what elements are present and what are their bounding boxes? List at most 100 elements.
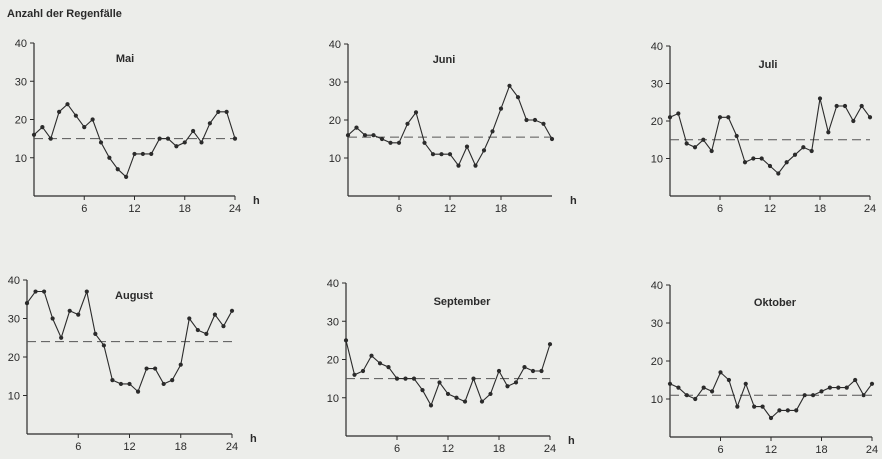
- x-tick-label: 24: [544, 443, 556, 455]
- data-point: [144, 366, 149, 371]
- y-tick-label: 30: [329, 77, 341, 89]
- data-point: [726, 377, 732, 383]
- x-axis-label: h: [253, 195, 260, 207]
- x-tick-label: 18: [814, 203, 826, 215]
- panel-title: August: [115, 290, 153, 302]
- data-point: [153, 366, 158, 371]
- data-point: [701, 137, 706, 142]
- data-point: [354, 125, 359, 130]
- data-point: [403, 376, 408, 381]
- data-point: [428, 403, 434, 408]
- data-point: [191, 128, 196, 134]
- x-tick-label: 24: [866, 444, 878, 456]
- x-tick-label: 6: [717, 444, 723, 456]
- data-point: [447, 152, 453, 157]
- data-point: [224, 109, 229, 114]
- data-point: [490, 129, 495, 134]
- data-point: [810, 393, 816, 398]
- data-point: [360, 368, 366, 374]
- y-tick-label: 40: [8, 275, 20, 287]
- data-point: [445, 391, 451, 397]
- data-point: [178, 362, 183, 367]
- data-point: [377, 361, 383, 366]
- x-tick-label: 12: [764, 203, 776, 215]
- x-tick-label: 18: [493, 443, 505, 455]
- data-point: [59, 335, 64, 340]
- data-point: [522, 365, 527, 370]
- y-tick-label: 30: [651, 79, 663, 91]
- data-point: [861, 393, 866, 398]
- data-point: [90, 117, 95, 122]
- data-point: [693, 396, 698, 402]
- data-point: [396, 140, 402, 145]
- data-point: [199, 140, 204, 145]
- data-point: [859, 103, 864, 109]
- data-point: [50, 316, 55, 321]
- y-tick-label: 20: [327, 355, 339, 367]
- data-point: [127, 381, 132, 387]
- x-tick-label: 18: [815, 444, 827, 456]
- panel-august: 10 20 30 40 6 12 18 24 h August: [8, 275, 257, 453]
- data-point: [709, 148, 714, 154]
- data-point: [165, 136, 171, 141]
- y-tick-label: 20: [329, 115, 341, 127]
- data-point: [676, 385, 681, 390]
- data-point: [718, 370, 723, 375]
- data-point: [515, 95, 521, 100]
- data-point: [709, 389, 715, 394]
- x-tick-label: 6: [81, 203, 87, 215]
- data-point: [684, 141, 689, 146]
- x-axis-label: h: [250, 433, 257, 445]
- data-point: [801, 145, 806, 150]
- data-point: [768, 415, 774, 421]
- data-point: [124, 174, 129, 179]
- x-axis-label: h: [570, 195, 577, 207]
- data-point: [212, 312, 218, 317]
- data-point: [513, 380, 519, 385]
- data-point: [115, 167, 120, 172]
- data-point: [530, 368, 536, 374]
- data-point: [547, 342, 553, 347]
- data-point: [776, 171, 781, 176]
- data-point: [692, 145, 698, 150]
- data-point: [422, 140, 427, 145]
- data-point: [785, 408, 790, 413]
- panel-title: Juni: [433, 54, 456, 66]
- data-point: [386, 365, 391, 370]
- y-tick-label: 20: [651, 356, 663, 368]
- data-point: [759, 156, 764, 161]
- x-axis-label: h: [568, 435, 575, 447]
- y-tick-label: 30: [327, 316, 339, 328]
- data-point: [717, 115, 723, 120]
- x-tick-label: 12: [128, 203, 140, 215]
- y-tick-label: 40: [651, 41, 663, 53]
- x-tick-label: 24: [864, 203, 876, 215]
- data-point: [752, 404, 757, 409]
- data-point: [430, 152, 436, 157]
- y-tick-label: 20: [8, 352, 20, 364]
- data-point: [454, 395, 459, 400]
- data-point: [479, 399, 485, 404]
- panel-september: 10 20 30 40 6 12 18 24 h September: [327, 278, 575, 455]
- data-point: [187, 316, 192, 321]
- data-point: [684, 393, 689, 398]
- x-tick-label: 18: [175, 441, 187, 453]
- data-point: [844, 385, 849, 390]
- data-point: [473, 163, 478, 168]
- data-point: [67, 308, 72, 313]
- data-point: [439, 152, 444, 157]
- series-line: [669, 98, 871, 175]
- data-point: [232, 136, 238, 141]
- data-point: [216, 109, 221, 114]
- data-point: [149, 151, 154, 157]
- data-point: [157, 136, 162, 141]
- x-tick-label: 6: [396, 203, 402, 215]
- data-point: [82, 125, 87, 130]
- data-point: [132, 151, 137, 157]
- data-point: [826, 130, 831, 135]
- data-point: [743, 381, 748, 386]
- data-point: [437, 380, 442, 385]
- data-point: [488, 391, 493, 397]
- data-point: [135, 389, 141, 394]
- data-point: [751, 156, 756, 161]
